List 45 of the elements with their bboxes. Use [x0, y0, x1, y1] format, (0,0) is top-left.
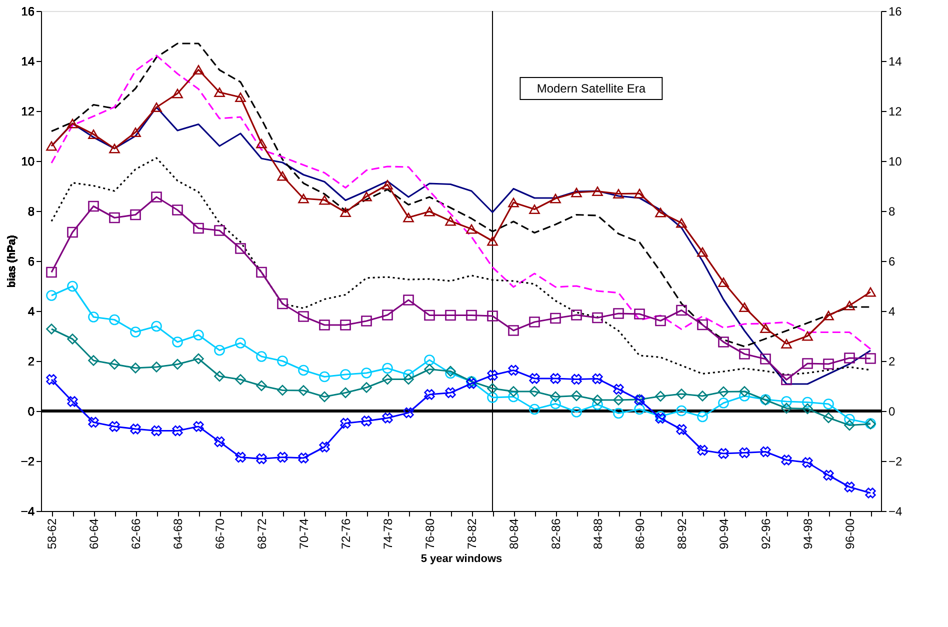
y-axis-title: bias (hPa): [6, 234, 18, 288]
x-tick-label: 76-80: [423, 518, 437, 550]
x-tick-label: 68-72: [255, 518, 269, 550]
y2-tick-label: 12: [888, 104, 902, 118]
x-axis-title: 5 year windows: [420, 553, 502, 566]
x-tick-label: 70-74: [297, 518, 311, 550]
x-tick-label: 60-64: [87, 518, 101, 550]
y-tick-label: 4: [28, 304, 35, 318]
x-tick-label: 82-86: [549, 518, 563, 550]
y2-tick-label: 2: [888, 354, 896, 368]
y2-tick-label: 0: [888, 404, 896, 418]
x-tick-label: 92-96: [759, 518, 773, 550]
x-tick-label: 90-94: [717, 518, 731, 550]
x-tick-label: 64-68: [171, 518, 185, 550]
y-tick-label: 0: [28, 404, 35, 418]
x-tick-label: 94-98: [801, 518, 815, 550]
y2-tick-label: 14: [888, 54, 902, 68]
y-tick-label: −2: [20, 454, 35, 468]
x-tick-label: 84-88: [591, 518, 605, 550]
y-tick-label: 10: [21, 154, 35, 168]
y2-tick-label: −2: [888, 454, 903, 468]
y-tick-label: 14: [21, 54, 35, 68]
x-tick-label: 62-66: [129, 518, 143, 550]
x-tick-label: 96-00: [843, 518, 857, 550]
x-tick-label: 74-78: [381, 518, 395, 550]
x-tick-label: 88-92: [675, 518, 689, 550]
y2-tick-label: 4: [888, 304, 896, 318]
y-tick-label: 6: [28, 254, 35, 268]
y-tick-label: 16: [21, 4, 35, 18]
y2-tick-label: −4: [888, 504, 903, 518]
y-tick-label: −4: [20, 504, 35, 518]
x-tick-label: 86-90: [633, 518, 647, 550]
y2-tick-label: 16: [888, 4, 902, 18]
y2-tick-label: 6: [888, 254, 896, 268]
x-tick-label: 78-82: [465, 518, 479, 550]
x-tick-label: 80-84: [507, 518, 521, 550]
x-tick-label: 72-76: [339, 518, 353, 550]
y-tick-label: 8: [28, 204, 35, 218]
x-tick-label: 66-70: [213, 518, 227, 550]
y2-tick-label: 10: [888, 154, 902, 168]
y-tick-label: 2: [28, 354, 35, 368]
x-tick-label: 58-62: [45, 518, 59, 550]
y-tick-label: 12: [21, 104, 35, 118]
y2-tick-label: 8: [888, 204, 896, 218]
annotation: Modern Satellite Era: [536, 82, 646, 96]
